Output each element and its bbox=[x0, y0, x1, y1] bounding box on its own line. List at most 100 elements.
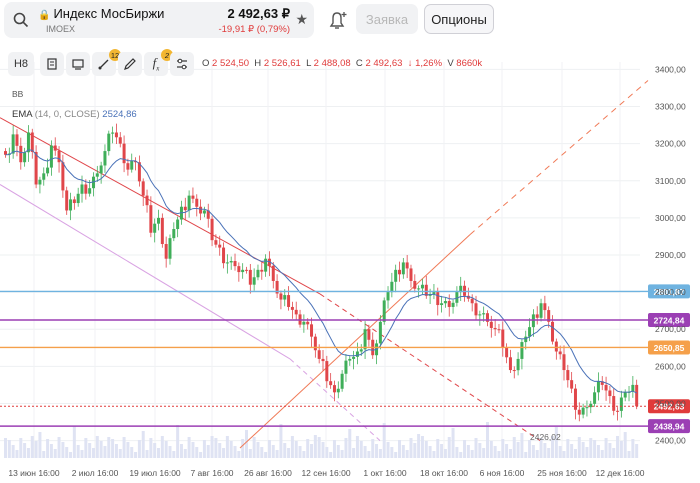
candle-body bbox=[57, 150, 61, 163]
candle-body bbox=[623, 392, 627, 398]
candle-body bbox=[352, 356, 356, 359]
candle-body bbox=[497, 329, 501, 331]
volume-bar bbox=[340, 450, 344, 458]
candle-body bbox=[49, 145, 53, 168]
interval-selector[interactable]: H8 bbox=[8, 52, 34, 76]
candle-body bbox=[378, 321, 382, 344]
volume-bar bbox=[313, 435, 317, 458]
fx-indicators-icon[interactable]: fx 2 bbox=[144, 49, 173, 76]
candle-body bbox=[172, 229, 176, 239]
volume-bar bbox=[554, 427, 558, 458]
volume-bar bbox=[172, 451, 176, 458]
ema-line bbox=[5, 149, 637, 394]
volume-bar bbox=[577, 437, 581, 458]
volume-bar bbox=[46, 439, 50, 458]
volume-bar bbox=[111, 439, 115, 458]
ticker-selector[interactable]: 🔒 Индекс МосБиржи IMOEX 2 492,63 ₽ -19,91… bbox=[4, 2, 314, 38]
candle-body bbox=[210, 218, 214, 241]
ema-indicator-label[interactable]: EMA (14, 0, CLOSE) 2524,86 bbox=[12, 109, 137, 120]
candle-body bbox=[53, 145, 57, 151]
volume-bar bbox=[241, 439, 245, 458]
candle-body bbox=[558, 351, 562, 355]
candles bbox=[4, 123, 639, 422]
candle-body bbox=[581, 407, 585, 415]
candle-body bbox=[570, 380, 574, 389]
star-icon[interactable]: ★ bbox=[295, 11, 308, 27]
compare-icon[interactable] bbox=[66, 52, 90, 76]
x-tick-label: 1 окт 16:00 bbox=[363, 468, 406, 478]
volume-bar bbox=[551, 436, 555, 458]
settings-sliders-icon[interactable] bbox=[170, 52, 194, 76]
volume-bar bbox=[72, 426, 76, 458]
candle-body bbox=[344, 360, 348, 374]
candle-body bbox=[222, 247, 226, 264]
volume-bar bbox=[401, 445, 405, 458]
volume-bar bbox=[256, 442, 260, 458]
candle-body bbox=[401, 262, 405, 275]
candle-body bbox=[267, 258, 271, 266]
candle-body bbox=[405, 262, 409, 269]
candle-body bbox=[46, 167, 50, 174]
bb-indicator-label[interactable]: BB bbox=[12, 89, 24, 99]
bell-plus-icon[interactable] bbox=[322, 6, 352, 34]
y-tick-label: 3200,00 bbox=[655, 139, 686, 149]
candle-body bbox=[593, 392, 597, 404]
volume-bar bbox=[168, 446, 172, 458]
order-button[interactable]: Заявка bbox=[356, 4, 418, 34]
candle-body bbox=[355, 351, 359, 357]
candle-body bbox=[420, 284, 424, 289]
volume-bar bbox=[34, 441, 38, 458]
candle-body bbox=[260, 269, 264, 272]
x-tick-label: 12 дек 16:00 bbox=[596, 468, 645, 478]
price-level-tag bbox=[648, 419, 690, 434]
volume-bar bbox=[344, 438, 348, 458]
candle-body bbox=[95, 173, 99, 177]
volume-bar bbox=[413, 443, 417, 458]
volume-bar bbox=[53, 449, 57, 458]
volume-bar bbox=[432, 451, 436, 458]
volume-bar bbox=[65, 447, 69, 458]
candle-body bbox=[107, 133, 111, 152]
candle-body bbox=[4, 151, 7, 155]
price-level-tag bbox=[648, 340, 690, 355]
volume-bar bbox=[126, 442, 130, 458]
volume-bar bbox=[478, 443, 482, 458]
x-tick-label: 12 сен 16:00 bbox=[301, 468, 350, 478]
candle-body bbox=[612, 396, 616, 411]
candle-body bbox=[470, 298, 474, 304]
volume-bar bbox=[382, 423, 386, 458]
drawing-tools-icon[interactable]: 12 bbox=[92, 49, 121, 76]
candle-body bbox=[244, 269, 248, 271]
candle-body bbox=[157, 217, 161, 224]
candle-body bbox=[218, 244, 222, 248]
volume-bar bbox=[466, 445, 470, 458]
volume-bar bbox=[573, 449, 577, 458]
volume-bar bbox=[459, 452, 463, 458]
candle-body bbox=[264, 258, 268, 272]
volume-bar bbox=[378, 449, 382, 458]
resistance-trendline-projection bbox=[319, 293, 541, 441]
volume-bar bbox=[367, 451, 371, 458]
candle-body bbox=[275, 280, 279, 294]
candle-body bbox=[455, 292, 459, 303]
pen-icon[interactable] bbox=[118, 52, 142, 76]
candle-body bbox=[114, 132, 118, 138]
options-button[interactable]: Опционы bbox=[424, 4, 494, 34]
candle-body bbox=[99, 165, 103, 174]
candle-body bbox=[160, 217, 164, 245]
volume-bar bbox=[4, 438, 7, 458]
volume-bar bbox=[283, 443, 287, 458]
volume-bar bbox=[440, 444, 444, 458]
volume-bar bbox=[371, 439, 375, 458]
volume-bar bbox=[19, 438, 23, 458]
price-level-tag bbox=[648, 284, 690, 299]
candle-body bbox=[482, 313, 486, 315]
candle-body bbox=[72, 199, 76, 204]
candle-body bbox=[191, 195, 195, 199]
volume-bar bbox=[23, 443, 27, 458]
trend-lines bbox=[0, 80, 649, 449]
y-tick-label: 2600,00 bbox=[655, 361, 686, 371]
ticker-code: IMOEX bbox=[46, 24, 76, 34]
chart-type-icon[interactable] bbox=[40, 52, 64, 76]
